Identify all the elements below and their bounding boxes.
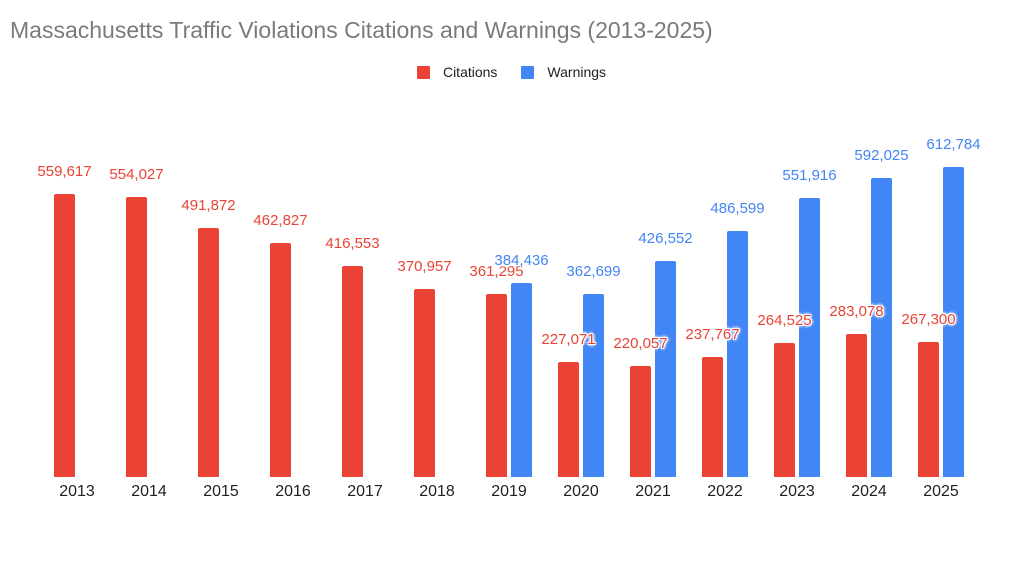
x-tick-2021: 2021 — [635, 483, 671, 500]
bar-citations-2019[interactable] — [486, 294, 507, 477]
value-label-citations-2023: 264,525 — [757, 312, 812, 329]
plot-area: 559,617 554,027 491,872 462,827 416,553 370,9… — [37, 135, 981, 477]
value-label-citations-2024: 283,078 — [829, 303, 884, 320]
x-tick-2025: 2025 — [923, 483, 959, 500]
bar-citations-2015[interactable] — [198, 228, 219, 477]
x-tick-2013: 2013 — [59, 483, 95, 500]
value-label-citations-2014: 554,027 — [109, 166, 164, 183]
chart-title: Massachusetts Traffic Violations Citatio… — [10, 17, 713, 43]
bar-citations-2017[interactable] — [342, 266, 363, 477]
bar-group-2023: 264,525 551,916 — [757, 135, 837, 477]
bar-citations-2024[interactable] — [846, 334, 867, 477]
legend-item-citations: Citations — [416, 64, 498, 80]
bar-citations-2016[interactable] — [270, 243, 291, 477]
bar-group-2014: 554,027 — [109, 135, 185, 477]
x-tick-2022: 2022 — [707, 483, 743, 500]
bar-warnings-2020[interactable] — [583, 294, 604, 477]
bar-group-2022: 237,767 486,599 — [685, 135, 765, 477]
bar-warnings-2021[interactable] — [655, 261, 676, 477]
x-tick-2015: 2015 — [203, 483, 239, 500]
value-label-warnings-2021: 426,552 — [638, 230, 693, 247]
bar-citations-2013[interactable] — [54, 194, 75, 477]
bar-group-2020: 227,071 362,699 — [541, 135, 621, 477]
value-label-warnings-2019: 384,436 — [494, 252, 549, 269]
value-label-warnings-2023: 551,916 — [782, 167, 837, 184]
bar-citations-2025[interactable] — [918, 342, 939, 477]
bar-group-2025: 267,300 612,784 — [901, 135, 981, 477]
x-axis: 2013 2014 2015 2016 2017 2018 2019 2020 2021 2022… — [41, 483, 977, 501]
x-tick-2019: 2019 — [491, 483, 527, 500]
bar-group-2019: 361,295 384,436 — [469, 135, 549, 477]
bar-warnings-2023[interactable] — [799, 198, 820, 477]
legend: Citations Warnings — [0, 64, 1023, 80]
value-label-citations-2013: 559,617 — [37, 163, 92, 180]
value-label-citations-2015: 491,872 — [181, 197, 236, 214]
bar-group-2013: 559,617 — [37, 135, 113, 477]
x-tick-2018: 2018 — [419, 483, 455, 500]
value-label-warnings-2022: 486,599 — [710, 200, 765, 217]
bar-warnings-2025[interactable] — [943, 167, 964, 477]
bar-group-2024: 283,078 592,025 — [829, 135, 909, 477]
value-label-citations-2020: 227,071 — [541, 331, 596, 348]
bar-warnings-2019[interactable] — [511, 283, 532, 477]
bar-citations-2023[interactable] — [774, 343, 795, 477]
legend-label-citations: Citations — [442, 64, 498, 80]
x-tick-2017: 2017 — [347, 483, 383, 500]
bar-warnings-2022[interactable] — [727, 231, 748, 477]
citations-swatch-icon — [416, 65, 430, 79]
bar-group-2017: 416,553 — [325, 135, 401, 477]
bar-group-2021: 220,057 426,552 — [613, 135, 693, 477]
x-tick-2024: 2024 — [851, 483, 887, 500]
bar-citations-2014[interactable] — [126, 197, 147, 477]
bar-citations-2021[interactable] — [630, 366, 651, 477]
warnings-swatch-icon — [521, 65, 535, 79]
bar-group-2015: 491,872 — [181, 135, 257, 477]
value-label-citations-2021: 220,057 — [613, 335, 668, 352]
value-label-warnings-2024: 592,025 — [854, 147, 909, 164]
value-label-citations-2017: 416,553 — [325, 235, 380, 252]
value-label-citations-2019: 361,295 — [469, 263, 524, 280]
bar-group-2016: 462,827 — [253, 135, 329, 477]
bar-citations-2022[interactable] — [702, 357, 723, 477]
x-tick-2014: 2014 — [131, 483, 167, 500]
value-label-warnings-2025: 612,784 — [926, 136, 981, 153]
bar-group-2018: 370,957 — [397, 135, 473, 477]
bar-citations-2020[interactable] — [558, 362, 579, 477]
value-label-citations-2018: 370,957 — [397, 258, 452, 275]
value-label-citations-2016: 462,827 — [253, 212, 308, 229]
value-label-warnings-2020: 362,699 — [566, 263, 621, 280]
value-label-citations-2025: 267,300 — [901, 311, 956, 328]
x-tick-2023: 2023 — [779, 483, 815, 500]
bar-citations-2018[interactable] — [414, 289, 435, 477]
x-tick-2020: 2020 — [563, 483, 599, 500]
bar-warnings-2024[interactable] — [871, 178, 892, 477]
x-tick-2016: 2016 — [275, 483, 311, 500]
value-label-citations-2022: 237,767 — [685, 326, 740, 343]
legend-label-warnings: Warnings — [547, 64, 607, 80]
legend-item-warnings: Warnings — [521, 64, 606, 80]
